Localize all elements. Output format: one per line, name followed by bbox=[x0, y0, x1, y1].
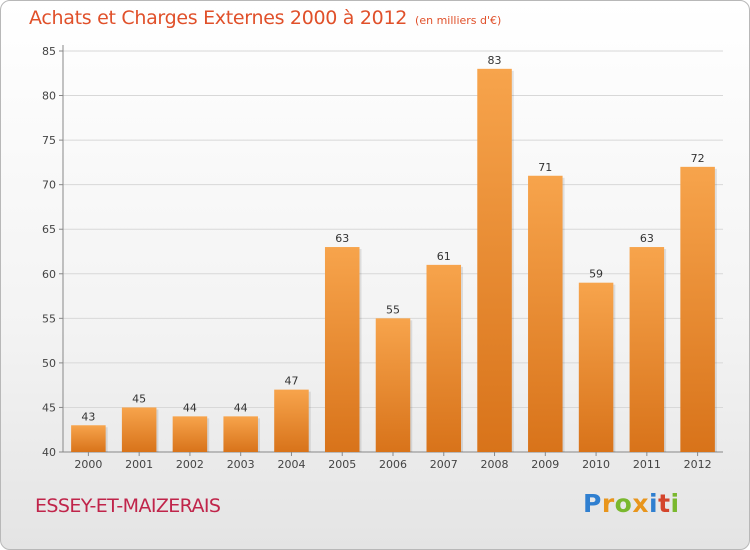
x-tick-label: 2002 bbox=[176, 458, 204, 471]
logo-letter: t bbox=[658, 489, 671, 518]
x-tick-label: 2009 bbox=[531, 458, 559, 471]
bar bbox=[274, 389, 309, 452]
bar bbox=[223, 416, 258, 452]
y-tick-label: 55 bbox=[42, 312, 56, 325]
bar bbox=[324, 247, 360, 452]
bar bbox=[680, 166, 715, 452]
y-tick-label: 65 bbox=[42, 223, 56, 236]
y-tick-label: 40 bbox=[42, 446, 56, 459]
x-tick-label: 2011 bbox=[633, 458, 661, 471]
chart-title: Achats et Charges Externes 2000 à 2012 bbox=[29, 7, 408, 29]
bar bbox=[528, 175, 563, 452]
y-tick-label: 80 bbox=[42, 90, 56, 103]
bar-value-label: 61 bbox=[437, 250, 451, 263]
logo-letter: r bbox=[601, 489, 615, 518]
x-tick-label: 2005 bbox=[328, 458, 356, 471]
bar-value-label: 47 bbox=[284, 375, 298, 388]
logo-letter: o bbox=[614, 489, 633, 518]
bar-value-label: 83 bbox=[488, 54, 502, 67]
bar bbox=[172, 416, 208, 452]
proxiti-logo[interactable]: Proxiti bbox=[583, 489, 680, 518]
y-tick-label: 60 bbox=[42, 268, 56, 281]
logo-letter: P bbox=[583, 489, 602, 518]
bar-value-label: 59 bbox=[589, 268, 603, 281]
bar-value-label: 44 bbox=[234, 401, 248, 414]
x-tick-label: 2010 bbox=[582, 458, 610, 471]
x-tick-label: 2007 bbox=[430, 458, 458, 471]
bar-value-label: 71 bbox=[538, 161, 552, 174]
x-tick-label: 2001 bbox=[125, 458, 153, 471]
logo-letter: i bbox=[670, 489, 680, 518]
x-tick-label: 2012 bbox=[684, 458, 712, 471]
bar-value-label: 63 bbox=[640, 232, 654, 245]
bar bbox=[375, 318, 411, 452]
y-tick-label: 85 bbox=[42, 45, 56, 58]
y-tick-label: 50 bbox=[42, 357, 56, 370]
bar-layer bbox=[71, 68, 717, 453]
bar bbox=[71, 425, 106, 452]
bar bbox=[121, 407, 157, 452]
bar-value-label: 55 bbox=[386, 303, 400, 316]
bar-value-label: 72 bbox=[691, 152, 705, 165]
x-tick-label: 2004 bbox=[277, 458, 305, 471]
chart-header: Achats et Charges Externes 2000 à 2012 (e… bbox=[29, 7, 501, 29]
x-tick-label: 2000 bbox=[74, 458, 102, 471]
bar bbox=[426, 264, 462, 452]
y-tick-label: 70 bbox=[42, 179, 56, 192]
y-tick-label: 75 bbox=[42, 134, 56, 147]
logo-letter: x bbox=[632, 489, 649, 518]
bar-value-label: 44 bbox=[183, 401, 197, 414]
bar bbox=[477, 68, 512, 453]
x-tick-label: 2003 bbox=[227, 458, 255, 471]
label-layer: 40 45 50 55 60 65 70 75 80 85 43 2000 45 2001 44 2002 44… bbox=[42, 45, 712, 471]
bar bbox=[629, 247, 665, 452]
bar-value-label: 45 bbox=[132, 392, 146, 405]
logo-letter: i bbox=[649, 489, 659, 518]
commune-name: ESSEY-ET-MAIZERAIS bbox=[35, 495, 221, 517]
bar-value-label: 43 bbox=[81, 410, 95, 423]
bar bbox=[578, 282, 614, 452]
y-tick-label: 45 bbox=[42, 401, 56, 414]
x-tick-label: 2008 bbox=[481, 458, 509, 471]
chart-subtitle: (en milliers d'€) bbox=[415, 14, 502, 27]
x-tick-label: 2006 bbox=[379, 458, 407, 471]
bar-value-label: 63 bbox=[335, 232, 349, 245]
